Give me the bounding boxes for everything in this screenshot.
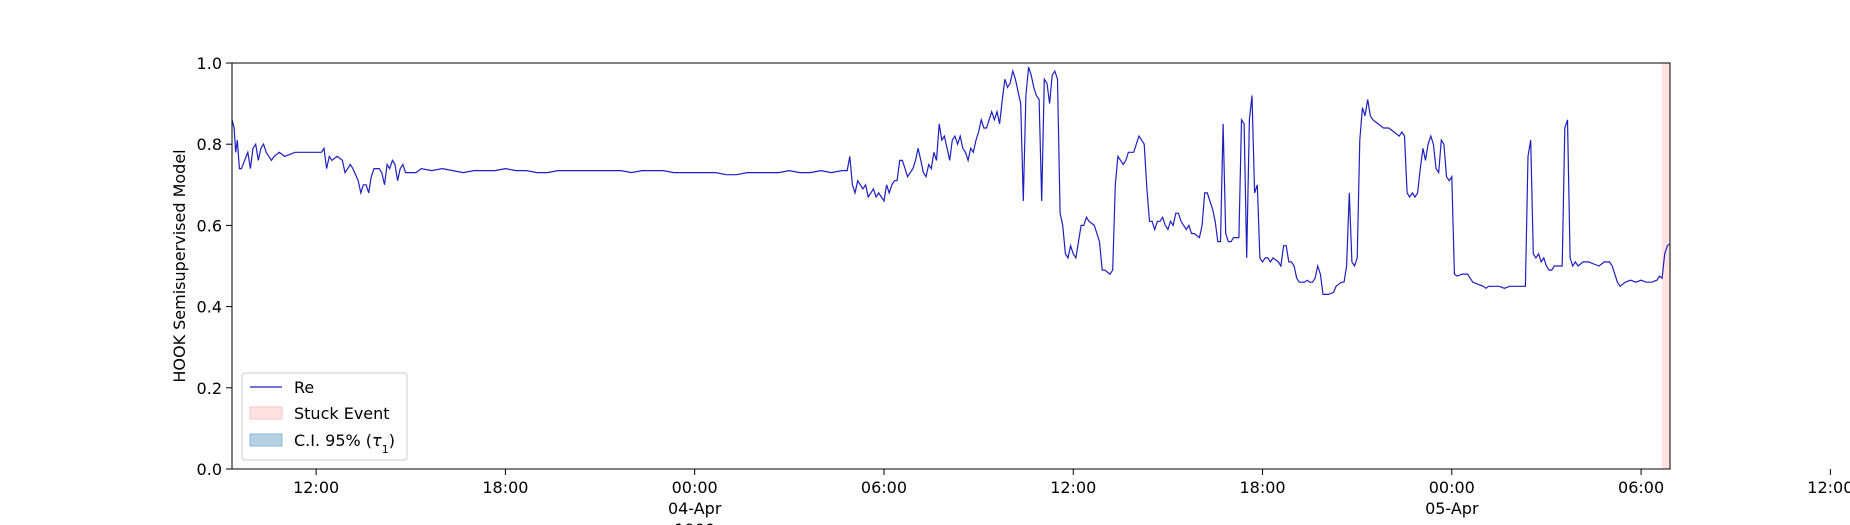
y-tick-label: 0.8 <box>197 135 222 154</box>
plot-area <box>231 62 1671 470</box>
stuck-event-band <box>1662 63 1670 469</box>
x-axis: 12:00 18:00 00:00 04-Apr 1900 06:00 12:00 18:00… <box>293 469 1850 525</box>
x-tick-label: 06:00 <box>1618 478 1664 497</box>
y-tick-label: 0.4 <box>197 298 222 317</box>
legend-box <box>241 372 408 461</box>
legend-swatch-ci <box>249 433 283 447</box>
x-tick-label: 12:00 <box>1050 478 1096 497</box>
x-tick-label: 12:00 <box>1807 478 1850 497</box>
x-tick-label: 00:00 <box>672 478 718 497</box>
x-tick-label: 18:00 <box>482 478 528 497</box>
y-tick-label: 1.0 <box>197 54 222 73</box>
x-tick-label: 06:00 <box>861 478 907 497</box>
series-line-re <box>231 66 1671 295</box>
legend-ci-main: C.I. 95% ( <box>294 431 372 450</box>
x-tick-label: 00:00 <box>1429 478 1475 497</box>
plot-frame <box>231 62 1671 470</box>
legend: Re Stuck Event C.I. 95% (τ1) <box>241 372 408 461</box>
y-axis: 0.0 0.2 0.4 0.6 0.8 1.0 <box>197 54 232 479</box>
x-tick-year-label: 1900 <box>674 520 715 525</box>
legend-swatch-stuck-event <box>249 406 283 420</box>
legend-ci-sub: 1 <box>382 443 389 456</box>
legend-label-ci: C.I. 95% (τ1) <box>294 431 395 456</box>
x-tick-label: 18:00 <box>1239 478 1285 497</box>
legend-ci-tau: τ <box>372 431 382 450</box>
x-tick-date-label: 04-Apr <box>668 499 722 518</box>
x-tick-date-label: 05-Apr <box>1425 499 1479 518</box>
y-tick-label: 0.6 <box>197 216 222 235</box>
y-tick-label: 0.0 <box>197 460 222 479</box>
y-axis-label: HOOK Semisupervised Model <box>170 149 189 382</box>
x-tick-label: 12:00 <box>293 478 339 497</box>
legend-ci-end: ) <box>389 431 395 450</box>
legend-label-stuck-event: Stuck Event <box>294 404 390 423</box>
y-tick-label: 0.2 <box>197 379 222 398</box>
legend-label-re: Re <box>294 378 314 397</box>
